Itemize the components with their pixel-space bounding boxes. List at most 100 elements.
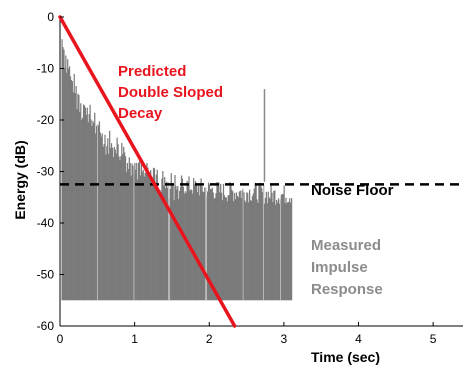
impulse-bar <box>109 130 111 301</box>
impulse-bar <box>221 192 223 301</box>
impulse-bar <box>124 156 127 301</box>
impulse-bar <box>142 169 144 301</box>
impulse-bar <box>170 173 172 301</box>
impulse-bar <box>267 191 269 301</box>
impulse-bar <box>280 194 282 301</box>
impulse-bar <box>265 191 268 301</box>
impulse-bar <box>262 192 264 301</box>
impulse-bar <box>144 172 146 301</box>
impulse-bar <box>120 156 122 301</box>
impulse-bar <box>231 189 233 301</box>
impulse-bar <box>219 192 221 301</box>
impulse-bar <box>80 103 82 301</box>
impulse-bar <box>114 149 116 301</box>
y-tick-label: -10 <box>37 62 55 76</box>
impulse-bar <box>228 195 230 301</box>
impulse-bar <box>184 191 186 301</box>
impulse-bar <box>276 199 278 301</box>
impulse-bar <box>225 197 227 301</box>
impulse-bar <box>136 163 138 301</box>
impulse-bar <box>278 203 281 301</box>
impulse-bar <box>75 85 77 301</box>
impulse-bar <box>132 165 134 301</box>
impulse-bar <box>154 184 157 301</box>
impulse-bar <box>200 178 202 301</box>
impulse-bar <box>161 178 163 301</box>
impulse-bar <box>163 185 165 301</box>
impulse-bar <box>150 170 152 301</box>
impulse-bar <box>103 144 105 301</box>
impulse-bar <box>283 185 285 301</box>
impulse-bar <box>143 176 145 301</box>
x-tick-label: 2 <box>206 332 213 346</box>
y-tick-label: -50 <box>37 268 55 282</box>
impulse-bar <box>127 169 129 301</box>
impulse-bar <box>159 190 161 301</box>
impulse-bar <box>224 197 226 301</box>
predicted-decay-line <box>58 15 237 328</box>
impulse-bar <box>276 202 279 301</box>
impulse-bar <box>118 156 120 301</box>
impulse-bar <box>152 167 155 301</box>
impulse-bar <box>73 73 75 301</box>
impulse-bar <box>277 198 280 301</box>
impulse-bar <box>273 190 275 301</box>
impulse-bar <box>183 193 185 301</box>
impulse-bar <box>207 182 210 301</box>
impulse-bar <box>179 186 182 301</box>
impulse-bar <box>255 184 257 301</box>
impulse-bar <box>254 182 256 301</box>
impulse-bar <box>137 162 140 301</box>
impulse-bar <box>89 104 91 301</box>
impulse-bar <box>244 200 246 301</box>
impulse-bar <box>284 203 286 301</box>
impulse-bar <box>116 137 118 301</box>
impulse-bar <box>156 169 158 301</box>
impulse-bar <box>77 93 79 301</box>
impulse-bar <box>76 109 78 301</box>
y-tick-label: -60 <box>37 319 55 333</box>
impulse-bar <box>214 197 216 301</box>
predicted-annotation-line1: Predicted <box>118 63 186 80</box>
impulse-bar <box>215 193 217 301</box>
impulse-bar <box>251 196 254 301</box>
impulse-bar <box>94 112 96 301</box>
impulse-bar <box>82 117 84 301</box>
impulse-bar <box>208 184 211 301</box>
impulse-bar <box>245 202 247 301</box>
impulse-bar <box>122 154 124 301</box>
impulse-bar <box>259 182 261 301</box>
impulse-bar <box>188 176 190 301</box>
impulse-bar <box>169 188 171 301</box>
impulse-bar <box>229 182 231 301</box>
impulse-bar <box>185 192 187 301</box>
impulse-bar <box>290 198 293 301</box>
impulse-bar <box>121 142 123 301</box>
impulse-bar <box>110 147 112 301</box>
noise-floor-annotation: Noise Floor <box>311 182 394 199</box>
impulse-bar <box>82 104 85 301</box>
impulse-bar <box>130 175 132 301</box>
impulse-bar <box>290 202 292 301</box>
impulse-bar <box>158 189 160 301</box>
impulse-bar <box>165 181 168 301</box>
impulse-bar <box>275 204 277 301</box>
predicted-annotation-line2: Double Sloped <box>118 84 223 101</box>
impulse-bar <box>126 163 129 301</box>
x-tick-label: 0 <box>57 332 64 346</box>
impulse-bar <box>179 190 181 301</box>
impulse-bar <box>190 189 192 301</box>
impulse-bar <box>111 147 114 301</box>
impulse-bar <box>87 122 89 301</box>
impulse-bar <box>270 185 272 301</box>
predicted-annotation-line3: Decay <box>118 105 163 122</box>
impulse-bar <box>263 203 266 301</box>
impulse-bar <box>93 122 95 301</box>
impulse-bar <box>148 172 150 301</box>
impulse-bar <box>237 197 240 301</box>
impulse-bar <box>145 165 147 301</box>
impulse-bar <box>288 201 290 301</box>
impulse-bar <box>172 183 174 301</box>
impulse-bar <box>230 185 232 301</box>
